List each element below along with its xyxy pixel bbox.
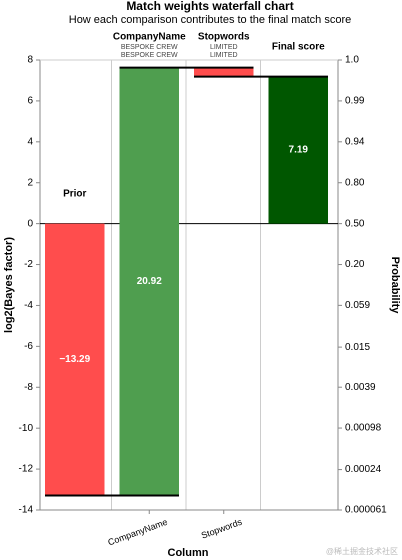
- watermark: @稀土掘金技术社区: [326, 546, 398, 556]
- y2-tick-label: 0.00098: [345, 423, 382, 434]
- category-label: Stopwords: [198, 32, 250, 43]
- y2-axis-label: Probability: [389, 257, 401, 315]
- y-tick-label: -6: [24, 341, 33, 352]
- chart-title: Match weights waterfall chart: [126, 0, 293, 13]
- value-label: 20.92: [137, 276, 162, 287]
- y-tick-label: -2: [24, 259, 33, 270]
- bar: [194, 67, 254, 77]
- category-detail: BESPOKE CREW: [121, 52, 178, 59]
- y2-tick-label: 0.015: [345, 342, 370, 353]
- y2-tick-label: 0.00024: [345, 464, 382, 475]
- x-tick-label: Stopwords: [200, 517, 244, 541]
- value-label: −13.29: [59, 354, 90, 365]
- y-tick-label: -8: [24, 382, 33, 393]
- y2-tick-label: 0.0039: [345, 382, 376, 393]
- y2-tick-label: 0.50: [345, 218, 365, 229]
- y2-tick-label: 0.000061: [345, 505, 387, 516]
- y2-tick-label: 1.0: [345, 55, 359, 66]
- y-tick-label: 0: [27, 218, 33, 229]
- x-axis-label: Column: [168, 547, 209, 559]
- y2-tick-label: 0.20: [345, 259, 365, 270]
- y2-tick-label: 0.99: [345, 96, 365, 107]
- y-tick-label: -12: [19, 464, 34, 475]
- category-label: Prior: [63, 188, 86, 199]
- category-label: CompanyName: [113, 32, 186, 43]
- y-tick-label: -4: [24, 300, 33, 311]
- y2-tick-label: 0.94: [345, 136, 365, 147]
- category-label: Final score: [272, 42, 325, 53]
- x-tick-label: CompanyName: [107, 517, 169, 548]
- category-detail: LIMITED: [210, 44, 238, 51]
- y-tick-label: 8: [27, 55, 33, 66]
- category-detail: BESPOKE CREW: [121, 44, 178, 51]
- bar: [119, 67, 179, 496]
- y-axis-label: log2(Bayes factor): [3, 237, 15, 333]
- bar: [268, 76, 328, 224]
- y-tick-label: 4: [27, 136, 33, 147]
- y2-tick-label: 0.80: [345, 177, 365, 188]
- chart-subtitle: How each comparison contributes to the f…: [69, 14, 351, 26]
- y2-tick-label: 0.059: [345, 300, 370, 311]
- value-label: 7.19: [289, 145, 309, 156]
- bar: [45, 223, 105, 496]
- y-tick-label: -10: [19, 423, 34, 434]
- category-detail: LIMITED: [210, 52, 238, 59]
- y-tick-label: 6: [27, 96, 33, 107]
- y-tick-label: 2: [27, 177, 33, 188]
- y-tick-label: -14: [19, 505, 34, 516]
